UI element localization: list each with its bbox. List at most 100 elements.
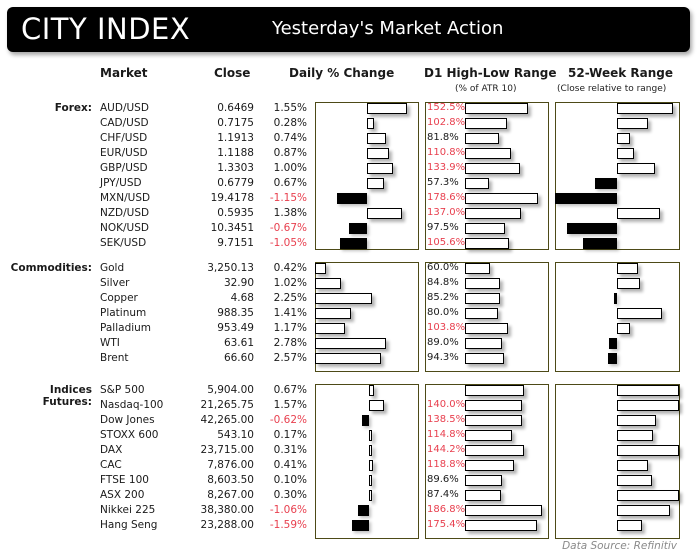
column-header-close: Close [214, 66, 251, 80]
d1-range-bar [465, 475, 502, 486]
daily-change-value: 2.78% [273, 337, 307, 349]
d1-range-value: 60.0% [427, 262, 459, 273]
daily-change-bar [340, 238, 367, 249]
daily-change-bar [358, 505, 369, 516]
d1-range-bar [465, 208, 521, 219]
daily-change-bar [367, 133, 386, 144]
close-value: 543.10 [217, 429, 254, 441]
d1-range-bar [465, 415, 522, 426]
daily-change-bar [315, 293, 372, 304]
daily-change-bar [367, 148, 389, 159]
market-name: NOK/USD [100, 222, 149, 234]
daily-change-value: -1.59% [269, 519, 307, 531]
close-value: 23,288.00 [200, 519, 254, 531]
daily-change-bar [315, 323, 345, 334]
daily-change-bar [369, 385, 374, 396]
market-name: EUR/USD [100, 147, 148, 159]
d1-range-bar [465, 490, 501, 501]
d1-range-bar [465, 385, 524, 396]
daily-change-value: 1.57% [273, 399, 307, 411]
market-name: NZD/USD [100, 207, 150, 219]
market-name: Hang Seng [100, 519, 158, 531]
market-name: WTI [100, 337, 120, 349]
52-week-range-bar [617, 308, 662, 319]
d1-range-bar [465, 430, 512, 441]
daily-change-bar [369, 430, 372, 441]
market-name: Gold [100, 262, 125, 274]
market-name: Silver [100, 277, 130, 289]
close-value: 21,265.75 [200, 399, 254, 411]
52-week-range-bar [617, 278, 640, 289]
close-value: 66.60 [223, 352, 254, 364]
column-header-52-week: 52-Week Range [568, 66, 673, 80]
d1-range-value: 133.9% [427, 162, 466, 173]
daily-change-bar [315, 338, 386, 349]
close-value: 0.5935 [217, 207, 254, 219]
d1-range-bar [465, 308, 498, 319]
daily-change-bar [367, 163, 393, 174]
52-week-range-bar [555, 193, 617, 204]
52-week-range-bar [617, 475, 652, 486]
52-week-range-bar [617, 415, 656, 426]
d1-range-value: 89.0% [427, 337, 459, 348]
close-value: 1.3303 [217, 162, 254, 174]
52-week-range-bar [617, 520, 642, 531]
daily-change-bar [315, 263, 326, 274]
52-week-range-bar [609, 338, 617, 349]
52-week-range-bar [595, 178, 617, 189]
daily-change-bar [367, 208, 402, 219]
52-week-range-bar [617, 430, 653, 441]
close-value: 0.6469 [217, 102, 254, 114]
market-name: MXN/USD [100, 192, 151, 204]
market-name: GBP/USD [100, 162, 148, 174]
d1-range-value: 84.8% [427, 277, 459, 288]
d1-range-bar [465, 520, 537, 531]
52-week-range-bar [617, 133, 630, 144]
daily-change-value: 0.67% [273, 177, 307, 189]
d1-range-value: 110.8% [427, 147, 466, 158]
daily-change-value: 1.17% [273, 322, 307, 334]
d1-range-bar [465, 133, 499, 144]
close-value: 3,250.13 [207, 262, 254, 274]
daily-change-value: 2.57% [273, 352, 307, 364]
daily-change-value: 1.02% [273, 277, 307, 289]
d1-range-value: 152.5% [427, 102, 466, 113]
close-value: 5,904.00 [207, 384, 254, 396]
daily-change-value: 0.87% [273, 147, 307, 159]
daily-change-value: 0.74% [273, 132, 307, 144]
market-name: Nikkei 225 [100, 504, 156, 516]
52-week-range-bar [617, 400, 679, 411]
daily-change-bar [315, 353, 381, 364]
close-value: 0.6779 [217, 177, 254, 189]
close-value: 1.1913 [217, 132, 254, 144]
daily-change-bar [367, 103, 407, 114]
d1-range-bar [465, 353, 504, 364]
market-name: STOXX 600 [100, 429, 159, 441]
d1-range-bar [465, 293, 500, 304]
d1-range-bar [465, 193, 538, 204]
d1-range-bar [465, 263, 490, 274]
daily-change-value: 0.31% [273, 444, 307, 456]
market-name: JPY/USD [100, 177, 142, 189]
d1-range-bar [465, 505, 542, 516]
column-subheader-52-week: (Close relative to range) [557, 84, 667, 94]
column-subheader-d1-range: (% of ATR 10) [455, 84, 517, 94]
d1-range-value: 175.4% [427, 519, 466, 530]
d1-range-bar [465, 103, 528, 114]
d1-range-value: 138.5% [427, 414, 466, 425]
daily-change-bar [367, 178, 384, 189]
market-name: SEK/USD [100, 237, 147, 249]
group-label: Commodities: [10, 262, 92, 274]
daily-change-bar [362, 415, 369, 426]
daily-change-bar [352, 520, 369, 531]
daily-change-bar [369, 460, 373, 471]
d1-range-value: 81.8% [427, 132, 459, 143]
close-value: 63.61 [223, 337, 254, 349]
close-value: 19.4178 [210, 192, 254, 204]
close-value: 0.7175 [217, 117, 254, 129]
d1-range-bar [465, 323, 508, 334]
market-name: Brent [100, 352, 129, 364]
daily-change-value: 1.00% [273, 162, 307, 174]
d1-range-bar [465, 148, 511, 159]
daily-change-bar [369, 475, 372, 486]
